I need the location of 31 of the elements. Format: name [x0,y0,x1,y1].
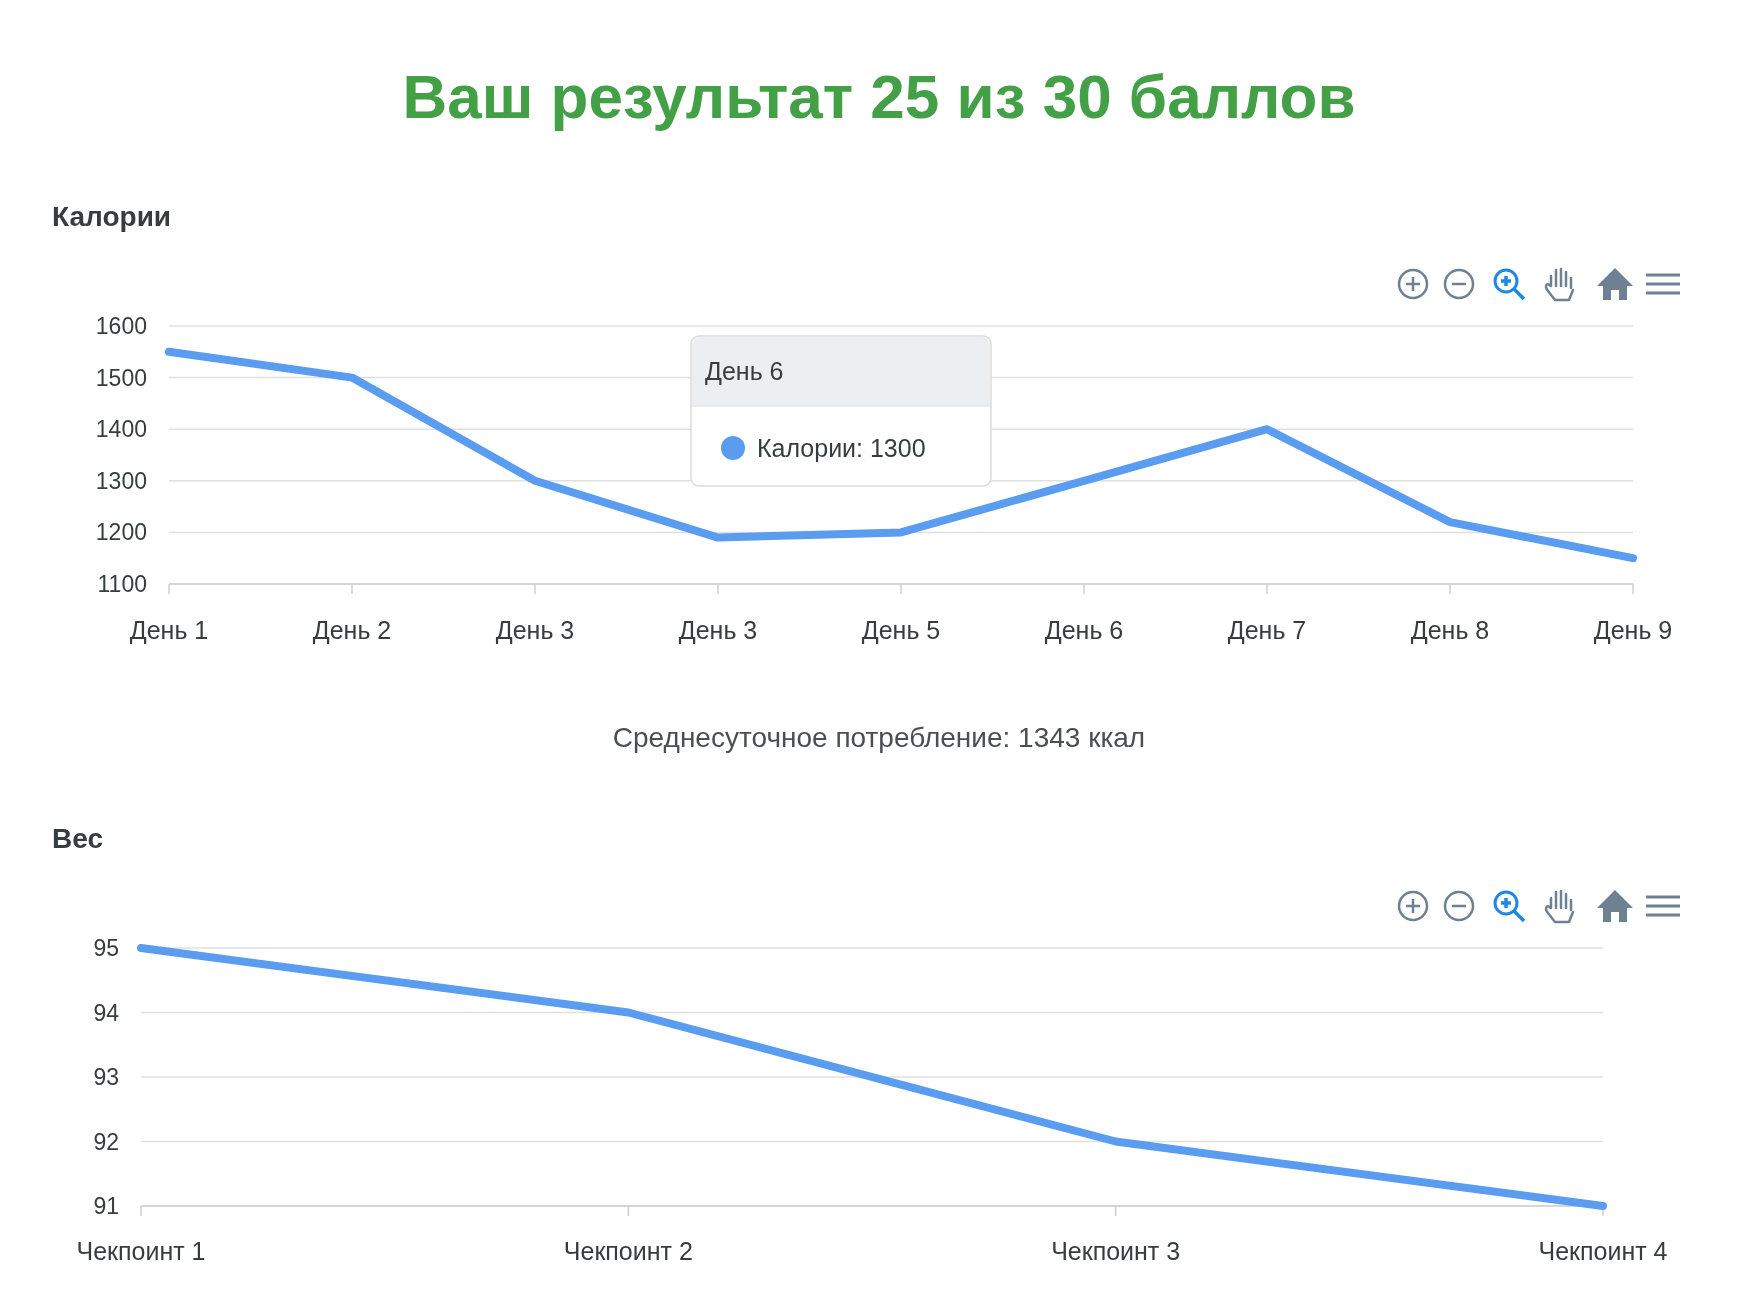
y-tick-label: 1500 [95,364,147,391]
x-tick-label: День 8 [1410,616,1490,644]
chart-title: Вес [52,823,103,854]
y-tick-label: 92 [93,1128,119,1155]
tooltip: День 6 Калории: 1300 [690,335,992,487]
x-tick-label: Чекпоинт 3 [1051,1237,1181,1265]
annotation: День 6 [705,357,784,385]
y-tick-label: 1600 [95,313,147,340]
x-tick-label: Чекпоинт 4 [1538,1237,1668,1265]
x-tick-label: День 6 [1044,616,1124,644]
annotation: Калории: 1300 [757,434,926,462]
y-tick-label: 1200 [95,519,147,546]
x-tick-label: День 9 [1593,616,1673,644]
x-tick-label: День 2 [312,616,392,644]
x-tick-label: День 3 [678,616,758,644]
chart-subtitle: Калории [52,201,172,232]
y-tick-label: 94 [93,999,120,1026]
text: Среднесуточное потребление: 1343 ккал [612,722,1146,753]
chart-title: Ваш результат 25 из 30 баллов [402,62,1356,131]
x-tick-label: Чекпоинт 2 [563,1237,693,1265]
y-tick-label: 1400 [95,416,147,443]
x-tick-label: Чекпоинт 1 [76,1237,206,1265]
y-tick-label: 1300 [95,467,147,494]
y-tick-label: 1100 [97,571,147,598]
x-tick-label: День 7 [1227,616,1307,644]
x-tick-label: День 3 [495,616,575,644]
y-tick-label: 91 [93,1193,119,1220]
x-tick-label: День 5 [861,616,941,644]
y-tick-label: 93 [93,1064,119,1091]
y-tick-label: 95 [93,935,119,962]
x-tick-label: День 1 [129,616,209,644]
